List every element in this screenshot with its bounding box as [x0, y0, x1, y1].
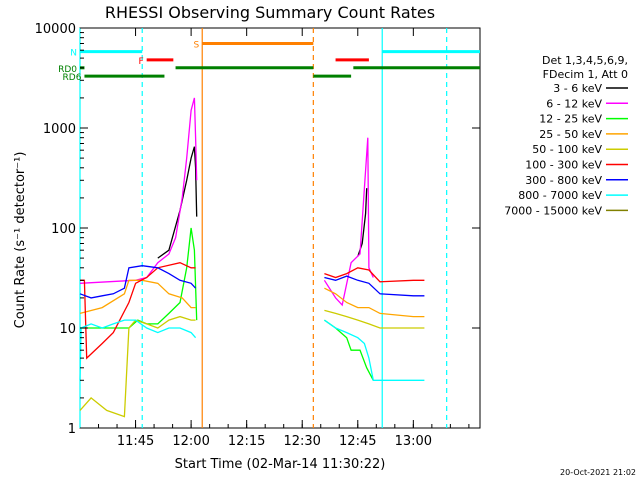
series-1-segment-0	[79, 97, 198, 284]
y-tick-label-2: 100	[51, 222, 76, 237]
chart-title: RHESSI Observing Summary Count Rates	[105, 3, 435, 22]
x-tick-label-3: 12:30	[283, 434, 320, 449]
plot-area	[79, 27, 481, 429]
legend-label-2: 12 - 25 keV	[539, 113, 602, 126]
x-tick-label-4: 12:45	[339, 434, 376, 449]
series-5-segment-1	[324, 267, 425, 283]
coverage-label-1: S	[194, 40, 200, 50]
series-6-segment-0	[79, 265, 197, 299]
plot-frame	[79, 27, 481, 429]
series-5-segment-0	[80, 262, 196, 360]
legend-label-4: 50 - 100 keV	[532, 143, 602, 156]
axes: 11:45 12:00 12:15 12:30 12:45 13:00 1 10 100 1000…	[35, 22, 480, 449]
legend-label-5: 100 - 300 keV	[525, 159, 602, 172]
y-tick-label-3: 1000	[43, 122, 76, 137]
x-tick-label-0: 11:45	[117, 434, 154, 449]
series-3-segment-0	[79, 279, 196, 315]
legend-label-7: 800 - 7000 keV	[518, 189, 602, 202]
legend-label-0: 3 - 6 keV	[553, 82, 602, 95]
vertical-marker-lines	[79, 28, 448, 428]
x-axis-label: Start Time (02-Mar-14 11:30:22)	[175, 457, 386, 472]
series-layer	[79, 97, 425, 418]
coverage-label-3: RD0	[58, 65, 77, 75]
series-1-segment-1	[323, 137, 374, 307]
y-tick-label-0: 1	[68, 422, 76, 437]
legend-label-3: 25 - 50 keV	[539, 128, 602, 141]
series-4-segment-1	[324, 309, 425, 329]
x-tick-label-2: 12:15	[228, 434, 265, 449]
series-0-segment-0	[157, 146, 198, 259]
legend-label-6: 300 - 800 keV	[525, 174, 602, 187]
series-6-segment-1	[324, 275, 425, 297]
y-tick-label-1: 10	[59, 322, 76, 337]
coverage-label-2: F	[138, 57, 143, 67]
legend-header-1: FDecim 1, Att 0	[543, 68, 628, 81]
series-7-segment-0	[79, 319, 197, 381]
series-2-segment-0	[80, 227, 198, 329]
y-tick-label-4: 10000	[35, 22, 76, 37]
series-7-segment-1	[324, 319, 425, 381]
x-tick-label-5: 13:00	[395, 434, 432, 449]
coverage-label-0: N	[70, 49, 77, 59]
legend-label-8: 7000 - 15000 keV	[504, 204, 602, 217]
legend: Det 1,3,4,5,6,9,FDecim 1, Att 03 - 6 keV…	[504, 54, 628, 217]
x-tick-label-1: 12:00	[172, 434, 209, 449]
footer-date: 20-Oct-2021 21:02	[560, 468, 636, 477]
series-4-segment-0	[79, 315, 196, 418]
coverage-label-4: RD6	[63, 73, 82, 83]
legend-header-0: Det 1,3,4,5,6,9,	[542, 54, 628, 67]
series-3-segment-1	[324, 287, 425, 318]
y-axis-label: Count Rate (s⁻¹ detector⁻¹)	[13, 152, 28, 329]
legend-label-1: 6 - 12 keV	[546, 97, 602, 110]
